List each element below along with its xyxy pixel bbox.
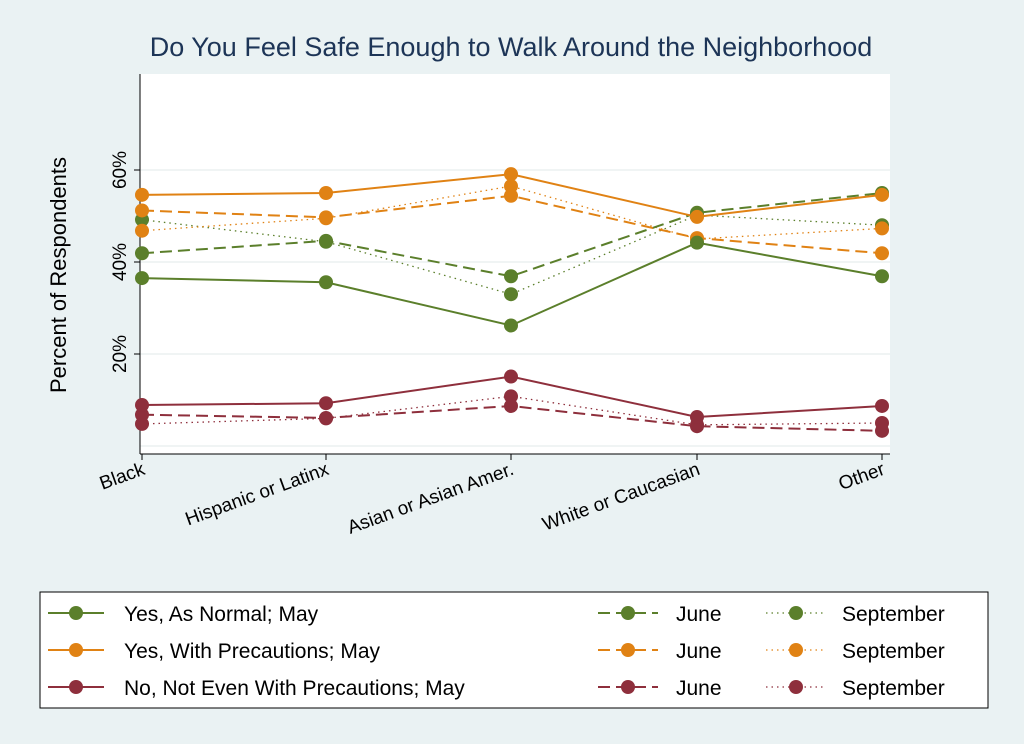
legend-marker — [621, 606, 635, 620]
legend-box — [39, 591, 989, 709]
data-point — [504, 369, 518, 384]
data-point — [135, 398, 149, 413]
y-tick-label: 60% — [110, 151, 131, 189]
data-point — [135, 407, 149, 422]
legend-marker — [69, 643, 83, 657]
data-point — [319, 233, 333, 248]
data-point — [875, 398, 889, 413]
legend-label: September — [842, 677, 945, 700]
data-point — [504, 398, 518, 413]
series-line — [141, 192, 883, 278]
legend-marker — [69, 606, 83, 620]
x-tick-label: Other — [836, 459, 888, 495]
legend-marker — [789, 680, 803, 694]
data-point — [135, 187, 149, 202]
data-point — [319, 210, 333, 225]
data-point — [319, 186, 333, 200]
axes — [139, 74, 890, 455]
y-axis-label: Percent of Respondents — [46, 157, 71, 393]
y-tick-label: 20% — [110, 335, 131, 373]
series-no-not-even-with-precautionsmay — [135, 369, 889, 425]
data-point — [690, 235, 704, 250]
data-point — [504, 167, 518, 182]
data-point — [504, 179, 518, 194]
legend-label: June — [676, 677, 722, 700]
legend-label: Yes, As Normal; May — [124, 603, 319, 626]
legend-label: September — [842, 640, 945, 663]
legend-label: June — [676, 603, 722, 626]
series-line — [141, 185, 883, 240]
series-yes-with-precautionsjune — [135, 188, 889, 261]
x-tick-label: Black — [97, 459, 148, 495]
series-yes-as-normalmay — [135, 235, 889, 333]
series-yes-with-precautionsmay — [135, 167, 889, 224]
data-point — [690, 410, 704, 425]
data-point — [504, 188, 518, 203]
legend-marker — [621, 643, 635, 657]
legend-marker — [69, 680, 83, 694]
x-axis-ticks: Black Hispanic or Latinx Asian or Asian Am… — [97, 454, 888, 539]
data-point — [875, 423, 889, 438]
x-tick-label: Hispanic or Latinx — [183, 459, 333, 531]
data-point — [135, 223, 149, 238]
data-point — [135, 271, 149, 286]
legend-label: September — [842, 603, 945, 626]
legend-label: Yes, With Precautions; May — [124, 640, 380, 663]
data-point — [319, 396, 333, 411]
data-point — [875, 269, 889, 284]
data-point — [504, 269, 518, 284]
y-tick-label: 40% — [110, 243, 131, 281]
data-point — [875, 221, 889, 236]
chart-title: Do You Feel Safe Enough to Walk Around t… — [150, 32, 873, 62]
legend-marker — [789, 643, 803, 657]
legend-marker — [621, 680, 635, 694]
series-lines — [135, 167, 889, 438]
x-tick-label: White or Caucasian — [540, 459, 703, 535]
data-point — [504, 287, 518, 302]
data-point — [135, 203, 149, 218]
data-point — [690, 209, 704, 224]
data-point — [504, 318, 518, 333]
data-point — [135, 246, 149, 261]
y-axis-ticks: 20% 40% 60% — [110, 151, 140, 373]
data-point — [875, 246, 889, 261]
data-point — [319, 275, 333, 290]
legend-label: No, Not Even With Precautions; May — [124, 677, 465, 700]
data-point — [875, 187, 889, 202]
data-point — [504, 389, 518, 404]
legend-label: June — [676, 640, 722, 663]
data-point — [319, 410, 333, 425]
series-no-not-even-with-precautionsjune — [135, 398, 889, 438]
legend-marker — [789, 606, 803, 620]
legend: Yes, As Normal; May June September Yes, Wit… — [48, 603, 945, 700]
x-tick-label: Asian or Asian Amer. — [345, 459, 517, 539]
